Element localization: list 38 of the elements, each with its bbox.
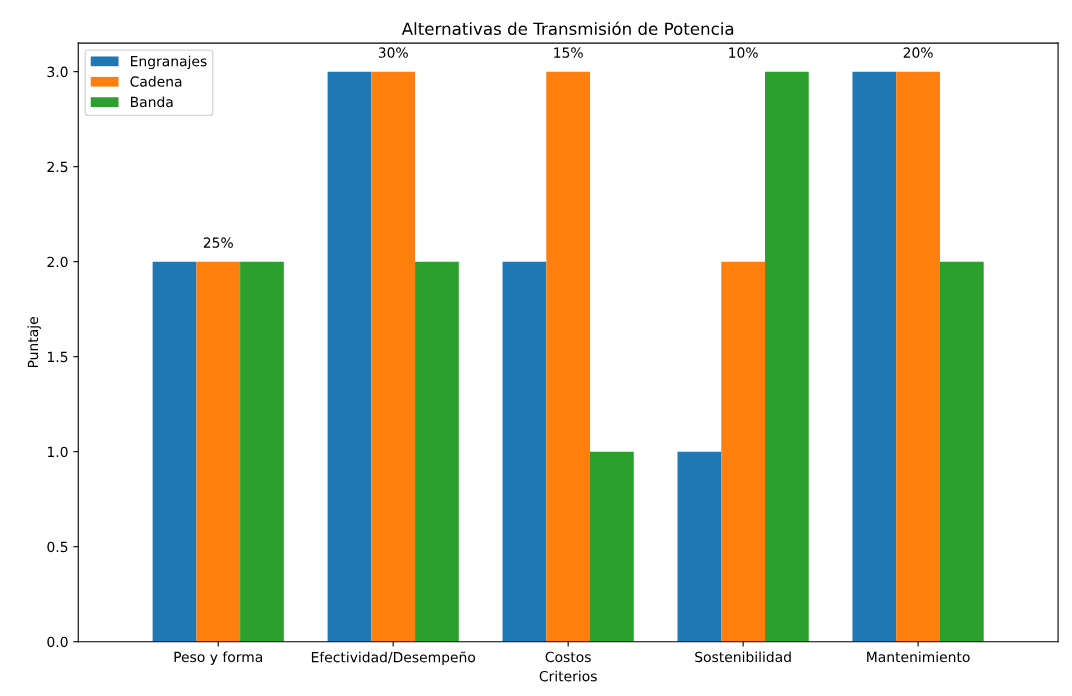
annotation: 20% xyxy=(903,47,933,58)
legend-label: Engranajes xyxy=(131,55,207,70)
bar xyxy=(896,71,940,642)
y-tick-label: 1.5 xyxy=(47,351,68,363)
y-tick-label: 2.0 xyxy=(47,256,68,268)
bar xyxy=(939,261,984,642)
x-axis-title: Criterios xyxy=(539,670,597,682)
bar xyxy=(546,71,591,642)
y-tick-label: 0.0 xyxy=(47,636,68,648)
x-tick-label: Peso y forma xyxy=(174,651,263,665)
annotation: 25% xyxy=(203,237,233,248)
annotation: 15% xyxy=(554,47,583,58)
y-tick-label: 1.0 xyxy=(47,446,68,458)
annotation: 10% xyxy=(729,47,758,58)
bar xyxy=(327,71,372,642)
x-tick-label: Mantenimiento xyxy=(867,651,970,663)
annotation: 30% xyxy=(378,47,408,58)
chart-title: Alternativas de Transmisión de Potencia xyxy=(401,21,734,36)
bar xyxy=(240,261,284,642)
x-tick-label: Sostenibilidad xyxy=(695,651,791,663)
bar xyxy=(852,71,897,642)
bar xyxy=(502,261,547,642)
y-tick-label: 3.0 xyxy=(47,66,68,78)
bar xyxy=(590,451,634,642)
bar xyxy=(152,261,197,642)
bar xyxy=(765,71,809,642)
bar xyxy=(371,71,416,642)
x-tick-label: Efectividad/Desempeño xyxy=(311,651,476,666)
legend-label: Cadena xyxy=(130,76,182,87)
y-tick-label: 0.5 xyxy=(47,541,68,553)
bar xyxy=(721,261,765,642)
bar xyxy=(677,451,722,642)
bar xyxy=(196,261,241,642)
bar xyxy=(415,261,459,642)
y-axis-title: Puntaje xyxy=(27,317,41,368)
y-tick-label: 2.5 xyxy=(47,161,68,173)
x-tick-label: Costos xyxy=(545,651,591,663)
legend-label: Banda xyxy=(131,96,173,108)
